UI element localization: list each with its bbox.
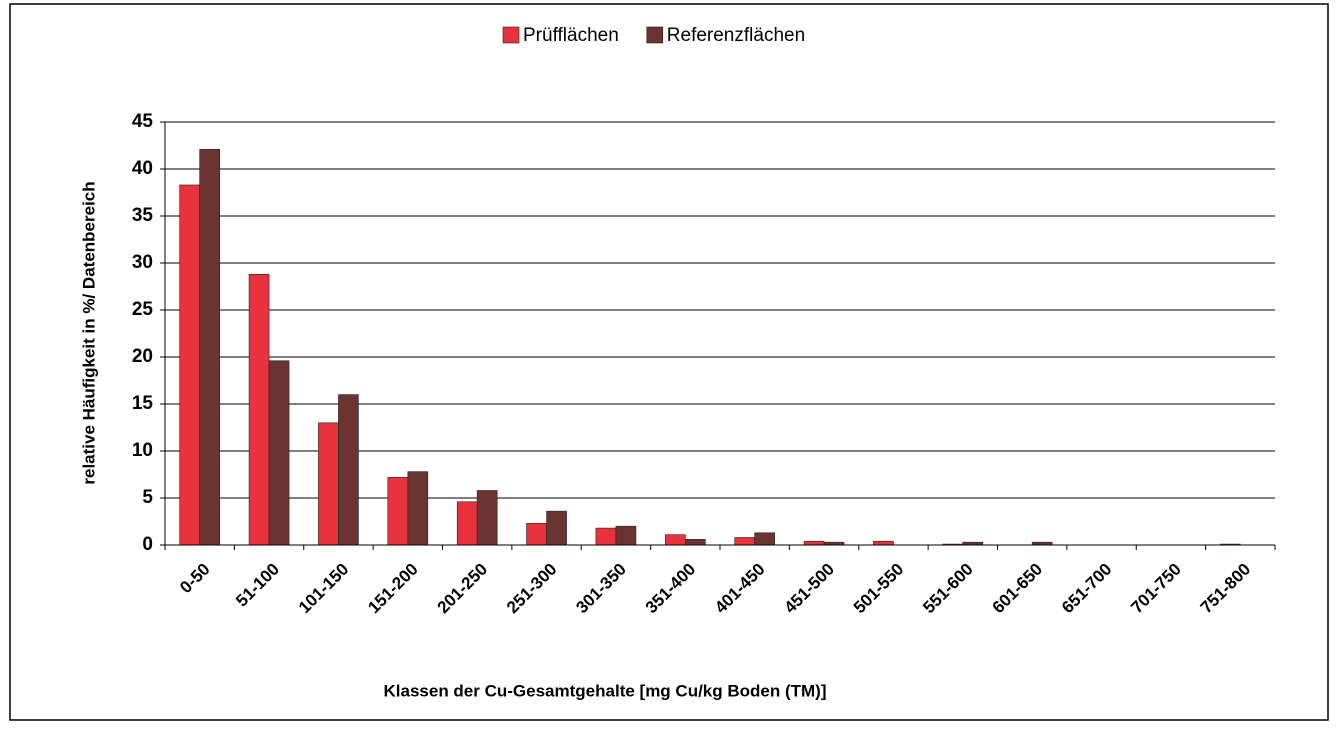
bar bbox=[456, 501, 478, 546]
bar bbox=[803, 540, 825, 546]
bar bbox=[665, 534, 686, 546]
legend-label: Referenzflächen bbox=[667, 25, 805, 46]
bar bbox=[476, 490, 498, 546]
bar bbox=[407, 471, 429, 546]
y-tick-label: 10 bbox=[132, 440, 153, 461]
bar bbox=[199, 148, 220, 546]
y-axis-title: relative Häufigkeit in %/ Datenbereich bbox=[79, 181, 98, 484]
bar bbox=[873, 540, 894, 546]
y-tick-label: 30 bbox=[132, 252, 153, 273]
y-tick-label: 20 bbox=[132, 346, 153, 367]
legend-swatch bbox=[502, 26, 520, 44]
bar bbox=[754, 532, 775, 546]
y-tick-label: 45 bbox=[132, 111, 154, 132]
frame bbox=[9, 3, 1329, 721]
y-tick-label: 35 bbox=[132, 205, 154, 226]
x-axis-title: Klassen der Cu-Gesamtgehalte [mg Cu/kg B… bbox=[384, 681, 827, 700]
legend-swatch bbox=[646, 26, 664, 44]
bar bbox=[546, 510, 567, 546]
bar bbox=[179, 184, 200, 546]
bar bbox=[338, 394, 359, 546]
bar bbox=[318, 422, 339, 546]
y-tick-label: 15 bbox=[132, 393, 154, 414]
bar bbox=[387, 477, 409, 546]
bar bbox=[734, 537, 755, 546]
bar bbox=[268, 360, 290, 546]
bar bbox=[248, 273, 270, 546]
legend-label: Prüfflächen bbox=[523, 25, 619, 46]
y-tick-label: 5 bbox=[142, 487, 153, 508]
bar bbox=[595, 527, 617, 546]
bar bbox=[615, 525, 637, 546]
y-tick-label: 25 bbox=[132, 299, 154, 320]
bar bbox=[685, 539, 706, 546]
y-tick-label: 0 bbox=[142, 534, 153, 555]
y-tick-label: 40 bbox=[132, 158, 153, 179]
bar bbox=[526, 523, 547, 546]
